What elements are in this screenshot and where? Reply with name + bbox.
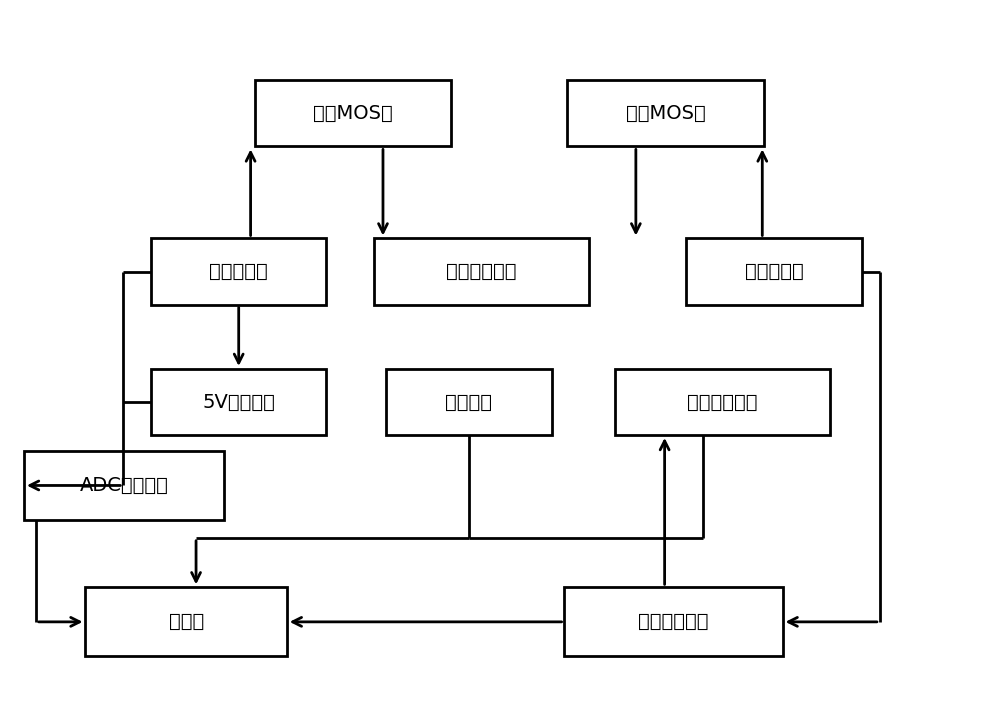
Bar	[615, 369, 830, 435]
Bar	[374, 238, 589, 304]
Bar	[564, 588, 783, 657]
Bar	[85, 588, 287, 657]
Text: 单片机: 单片机	[169, 612, 204, 632]
Text: 第一电池组: 第一电池组	[209, 262, 268, 281]
Text: 电源输出端子: 电源输出端子	[446, 262, 517, 281]
Text: 第四MOS管: 第四MOS管	[313, 104, 393, 123]
Bar	[255, 81, 451, 146]
Text: 隔离驱动电路: 隔离驱动电路	[687, 392, 758, 411]
Text: ADC采样电路: ADC采样电路	[80, 476, 169, 495]
Bar	[386, 369, 552, 435]
Bar	[24, 451, 224, 520]
Bar	[151, 369, 326, 435]
Bar	[567, 81, 764, 146]
Text: 驱动电路: 驱动电路	[445, 392, 492, 411]
Bar	[686, 238, 862, 304]
Text: 第六MOS管: 第六MOS管	[626, 104, 705, 123]
Text: 电压检测电路: 电压检测电路	[638, 612, 709, 632]
Bar	[151, 238, 326, 304]
Text: 第二电池组: 第二电池组	[745, 262, 804, 281]
Text: 5V稳压电路: 5V稳压电路	[202, 392, 275, 411]
